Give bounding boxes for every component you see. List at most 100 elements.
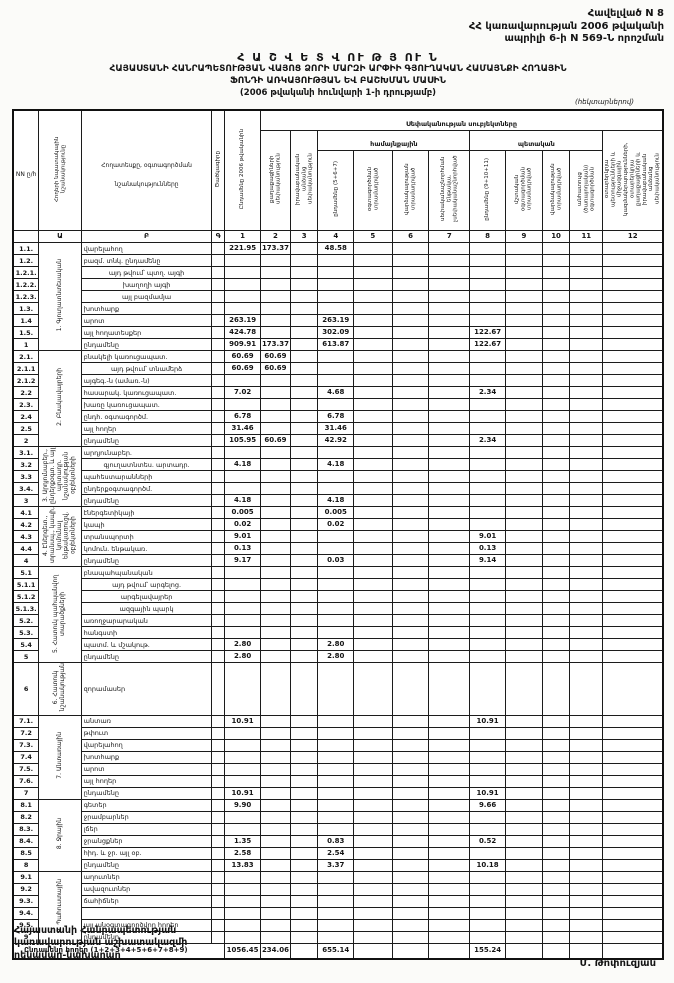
value-cell [428, 374, 471, 388]
value-cell [569, 410, 604, 424]
table-row: 6 6. Հատուկ նշանակության զորամասեր [12, 662, 664, 716]
value-cell: 31.46 [224, 422, 261, 436]
table-row: 4.4 կոմուն. ենթակառ. 0.13 0.13 [12, 542, 664, 556]
value-cell [602, 302, 664, 316]
value-cell [289, 566, 319, 580]
value-cell [317, 482, 355, 496]
value-cell [353, 410, 393, 424]
value-cell [541, 650, 571, 664]
value-cell [569, 798, 604, 812]
value-cell [541, 434, 571, 448]
value-cell [260, 422, 291, 436]
header-state-other: անհատույց (ծառայողական) օգտագործման [569, 150, 604, 232]
row-number: 1.2. [12, 254, 40, 268]
value-cell [289, 810, 319, 824]
value-cell [602, 638, 664, 652]
value-cell [602, 362, 664, 376]
table-row: 1 ընդամենը 909.91 173.37 613.87 122.67 [12, 338, 664, 352]
value-cell [289, 482, 319, 496]
value-cell [504, 386, 543, 400]
code-cell [211, 386, 226, 400]
value-cell [317, 290, 355, 304]
value-cell: 2.58 [224, 846, 261, 860]
table-row: 3.3 պահեստարանների [12, 470, 664, 484]
table-row: 2.1.2 այգեգ.-ն (ամառ.-ն) [12, 374, 664, 388]
table-row: 2.4 ընդհ. օգտագործմ. 6.78 6.78 [12, 410, 664, 424]
value-cell [428, 834, 471, 848]
value-cell [353, 774, 393, 788]
row-number: 2.1.1 [12, 362, 40, 376]
section-label-cell: 4. Էներգետ., տրանսպ., կապի, կոմունալ ենթ… [38, 506, 82, 568]
value-cell [569, 638, 604, 652]
table-row: 1.2.3. այլ բազմամյա [12, 290, 664, 304]
section-label-cell: 8. Ջրային [38, 798, 82, 872]
value-cell [469, 362, 506, 376]
value-cell [317, 662, 355, 716]
row-number: 6 [12, 662, 40, 716]
value-cell [428, 254, 471, 268]
value-cell [569, 590, 604, 604]
value-cell: 2.80 [317, 650, 355, 664]
value-cell: 0.005 [317, 506, 355, 520]
value-cell [569, 602, 604, 616]
value-cell [391, 738, 430, 752]
value-cell [469, 846, 506, 860]
value-cell [289, 750, 319, 764]
value-cell [541, 278, 571, 292]
value-cell [569, 614, 604, 628]
value-cell [602, 350, 664, 364]
value-cell [569, 626, 604, 640]
value-cell [289, 446, 319, 460]
value-cell [260, 398, 291, 412]
code-cell [211, 290, 226, 304]
value-cell [260, 894, 291, 908]
value-cell [353, 242, 393, 256]
value-cell [224, 810, 261, 824]
value-cell [504, 254, 543, 268]
value-cell [602, 750, 664, 764]
value-cell [569, 302, 604, 316]
section-label: 3. Արդյունաբեր., ընդերքօգտ. և այլ արտադր… [41, 447, 77, 504]
value-cell [353, 602, 393, 616]
value-cell [224, 446, 261, 460]
value-cell [569, 774, 604, 788]
value-cell [569, 434, 604, 448]
value-cell [569, 362, 604, 376]
section-label-cell: 6. Հատուկ նշանակության [38, 662, 82, 716]
code-cell [211, 870, 226, 884]
value-cell [541, 482, 571, 496]
value-cell: 105.95 [224, 434, 261, 448]
value-cell: 42.92 [317, 434, 355, 448]
col-index: 7 [428, 230, 471, 244]
table-row: 4.1 4. Էներգետ., տրանսպ., կապի, կոմունալ … [12, 506, 664, 568]
value-cell [391, 458, 430, 472]
value-cell [541, 774, 571, 788]
value-cell: 60.69 [224, 350, 261, 364]
value-cell [289, 434, 319, 448]
value-cell [260, 458, 291, 472]
row-number: 8.5 [12, 846, 40, 860]
value-cell [504, 846, 543, 860]
row-number: 3.1. [12, 446, 40, 460]
value-cell [602, 614, 664, 628]
value-cell [391, 530, 430, 544]
value-cell: 0.52 [469, 834, 506, 848]
value-cell [428, 662, 471, 716]
value-cell: 122.67 [469, 338, 506, 352]
value-cell [569, 530, 604, 544]
value-cell: 3.37 [317, 858, 355, 872]
value-cell [569, 846, 604, 860]
row-number: 5.1.2 [12, 590, 40, 604]
value-cell [504, 470, 543, 484]
value-cell [289, 542, 319, 556]
header-community-total: ընդամենը (5+6+7) [317, 150, 355, 232]
land-type-name: լճեր [80, 822, 213, 836]
value-cell [504, 858, 543, 872]
value-cell [469, 894, 506, 908]
value-cell [391, 834, 430, 848]
value-cell [569, 762, 604, 776]
value-cell [504, 774, 543, 788]
value-cell [353, 530, 393, 544]
land-type-name: ընդամենը [80, 930, 213, 944]
value-cell [260, 906, 291, 920]
